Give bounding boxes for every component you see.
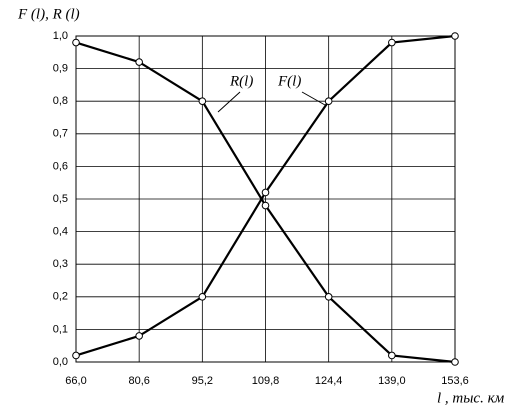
data-point: [324, 293, 333, 301]
data-point: [261, 201, 270, 210]
x-tick-label: 139,0: [378, 375, 406, 387]
y-tick-label: 0,0: [53, 356, 68, 368]
data-point: [388, 38, 396, 47]
y-tick-label: 0,3: [53, 258, 68, 270]
data-point: [451, 32, 459, 40]
x-tick-label: 66,0: [65, 375, 86, 387]
label-leader: [301, 91, 326, 106]
label-leader: [217, 91, 241, 113]
series-label: R(l): [229, 73, 253, 89]
y-tick-label: 0,8: [53, 95, 68, 107]
y-tick-label: 0,5: [53, 193, 68, 205]
y-tick-label: 0,7: [53, 128, 68, 140]
data-point: [388, 351, 396, 360]
data-point: [324, 97, 333, 105]
x-tick-label: 153,6: [441, 375, 469, 387]
x-tick-label: 80,6: [128, 375, 149, 387]
data-point: [135, 58, 143, 66]
y-axis-title: F (l), R (l): [17, 6, 80, 22]
data-point: [135, 332, 143, 340]
data-point: [72, 38, 80, 47]
y-tick-label: 1,0: [53, 30, 68, 42]
data-point: [451, 358, 459, 366]
data-point: [198, 293, 207, 301]
y-tick-label: 0,2: [53, 291, 68, 303]
y-tick-label: 0,6: [53, 160, 68, 172]
data-point: [198, 97, 207, 105]
plot-frame: [75, 35, 456, 363]
x-axis-title: l , тыс. км: [437, 390, 505, 406]
y-tick-label: 0,1: [53, 323, 68, 335]
x-tick-label: 109,8: [252, 375, 280, 387]
data-point: [72, 351, 80, 360]
y-tick-label: 0,9: [53, 63, 68, 75]
x-tick-label: 124,4: [315, 375, 343, 387]
x-tick-label: 95,2: [192, 375, 213, 387]
y-tick-label: 0,4: [53, 226, 68, 238]
series-label: F(l): [277, 73, 301, 89]
data-point: [261, 188, 270, 197]
